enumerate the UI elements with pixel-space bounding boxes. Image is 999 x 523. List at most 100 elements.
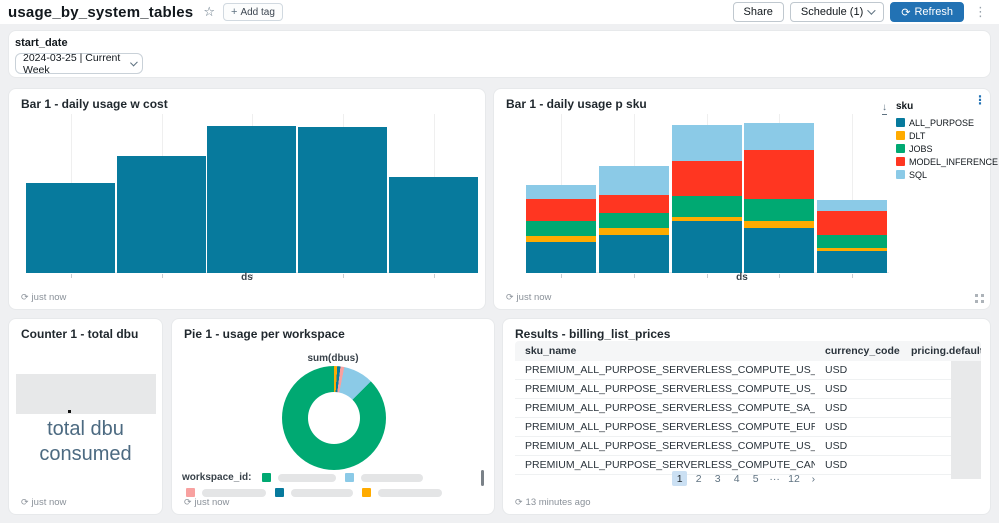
bar-daily-usage [207,126,297,273]
refresh-icon: ⟳ [21,497,29,507]
page-button-4[interactable]: 4 [733,472,740,485]
card-results-billing-list-prices: Results - billing_list_prices sku_name cu… [502,318,991,515]
resize-handle[interactable] [975,294,984,303]
refresh-icon: ⟳ [515,497,523,507]
refresh-button[interactable]: ⟳ Refresh [890,2,964,22]
legend-swatch[interactable] [186,488,195,497]
table-body: PREMIUM_ALL_PURPOSE_SERVERLESS_COMPUTE_U… [515,361,981,479]
bar-segment-model_inference [671,160,742,196]
legend-swatch [896,157,905,166]
bar-segment-sql [526,184,596,199]
bar-segment-dlt [671,216,742,222]
table-row: PREMIUM_ALL_PURPOSE_SERVERLESS_COMPUTE_U… [515,380,981,399]
x-axis-tick [633,274,635,278]
legend-swatch[interactable] [345,473,355,482]
page-button-12[interactable]: 12 [788,472,800,485]
cell-sku-name: PREMIUM_ALL_PURPOSE_SERVERLESS_COMPUTE_C… [525,459,815,471]
page-button-1[interactable]: 1 [672,471,688,486]
refresh-icon: ⟳ [901,6,911,19]
table-row: PREMIUM_ALL_PURPOSE_SERVERLESS_COMPUTE_S… [515,399,981,418]
column-header-currency-code[interactable]: currency_code [825,345,900,357]
card-overflow-menu-icon[interactable]: ⋮ [974,93,986,107]
last-updated: ⟳ just now [184,497,229,508]
redacted-workspace-id [202,488,266,497]
refresh-label: Refresh [914,6,953,18]
refresh-icon: ⟳ [21,292,29,302]
legend-item-all_purpose[interactable]: ALL_PURPOSE [896,116,998,129]
legend-item-dlt[interactable]: DLT [896,129,998,142]
table-row: PREMIUM_ALL_PURPOSE_SERVERLESS_COMPUTE_U… [515,361,981,380]
legend-item-jobs[interactable]: JOBS [896,142,998,155]
column-header-sku-name[interactable]: sku_name [525,345,577,357]
pagination: 1 2 3 4 5 ··· 12 › [503,471,990,486]
page-button-5[interactable]: 5 [752,472,759,485]
legend-label: SQL [909,169,928,180]
legend-label: JOBS [909,143,933,154]
overflow-menu-icon[interactable]: ⋮ [974,4,987,19]
stacked-bar-chart-daily-usage-p-sku [526,114,889,278]
bar-segment-dlt [526,235,596,243]
start-date-select[interactable]: 2024-03-25 | Current Week [15,52,143,76]
filter-panel: start_date 2024-03-25 | Current Week [8,30,991,78]
pagination-ellipsis: ··· [769,472,780,485]
table-header-row: sku_name currency_code pricing.default [515,341,981,361]
legend-swatch[interactable] [275,488,284,497]
cell-currency-code: USD [825,440,848,452]
last-updated: ⟳ 13 minutes ago [515,497,591,508]
bar-segment-all_purpose [671,221,742,273]
table-row: PREMIUM_ALL_PURPOSE_SERVERLESS_COMPUTE_E… [515,475,981,479]
bar-segment-sql [744,123,815,150]
cell-currency-code: USD [825,383,848,395]
stacked-bar-daily-usage [598,114,669,273]
legend-swatch[interactable] [362,488,371,497]
last-updated: ⟳ just now [21,497,66,508]
bar-segment-all_purpose [744,228,815,273]
bar-segment-jobs [598,213,669,229]
x-axis-tick [161,274,163,278]
column-header-pricing-default[interactable]: pricing.default [911,345,981,357]
bar-daily-usage [26,183,115,273]
bar-segment-dlt [598,228,669,235]
legend-swatch [896,118,905,127]
pie-value-label: sum(dbus) [307,353,359,364]
cell-currency-code: USD [825,364,848,376]
bar-segment-jobs [671,195,742,217]
refresh-icon: ⟳ [506,292,514,302]
page-button-3[interactable]: 3 [714,472,721,485]
table-row: PREMIUM_ALL_PURPOSE_SERVERLESS_COMPUTE_E… [515,418,981,437]
legend-scrollbar[interactable] [481,470,484,486]
redacted-workspace-id [378,488,442,497]
card-title: Counter 1 - total dbu [21,327,139,341]
counter-label: total dbu consumed [39,418,132,465]
cell-currency-code: USD [825,402,848,414]
legend-item-sql[interactable]: SQL [896,168,998,181]
dashboard-header: usage_by_system_tables ☆ + Add tag Share… [0,0,999,24]
legend-label: DLT [909,130,926,141]
schedule-button[interactable]: Schedule (1) [789,2,885,22]
add-tag-button[interactable]: + Add tag [223,3,283,21]
share-button[interactable]: Share [732,2,784,22]
x-axis-tick [706,274,708,278]
bar-segment-dlt [744,220,815,229]
add-tag-label: Add tag [240,6,275,18]
last-updated-text: just now [516,292,552,303]
legend-swatch[interactable] [262,473,272,482]
favorite-star-icon[interactable]: ☆ [203,4,215,19]
next-page-button[interactable]: › [811,472,816,485]
x-axis-tick [561,274,562,278]
card-pie-usage-per-workspace: Pie 1 - usage per workspace sum(dbus) wo… [171,318,495,515]
workspace-legend: workspace_id: [182,470,482,500]
page-button-2[interactable]: 2 [695,472,702,485]
bar-segment-sql [671,124,742,161]
card-bar-daily-usage-p-sku: Bar 1 - daily usage p sku ⋮ ds ↓ sku ALL… [493,88,998,310]
redaction-dot [68,410,71,413]
x-axis-label: ds [736,272,748,283]
last-updated-text: 13 minutes ago [525,497,591,508]
x-axis-tick [433,274,435,278]
legend-item-model_inference[interactable]: MODEL_INFERENCE [896,155,998,168]
cell-currency-code: USD [815,478,901,479]
cell-sku-name: PREMIUM_ALL_PURPOSE_SERVERLESS_COMPUTE_U… [525,364,815,376]
card-counter-total-dbu: Counter 1 - total dbu total dbu consumed… [8,318,163,515]
legend-title: workspace_id: [182,472,252,483]
download-icon[interactable]: ↓ [882,102,887,115]
